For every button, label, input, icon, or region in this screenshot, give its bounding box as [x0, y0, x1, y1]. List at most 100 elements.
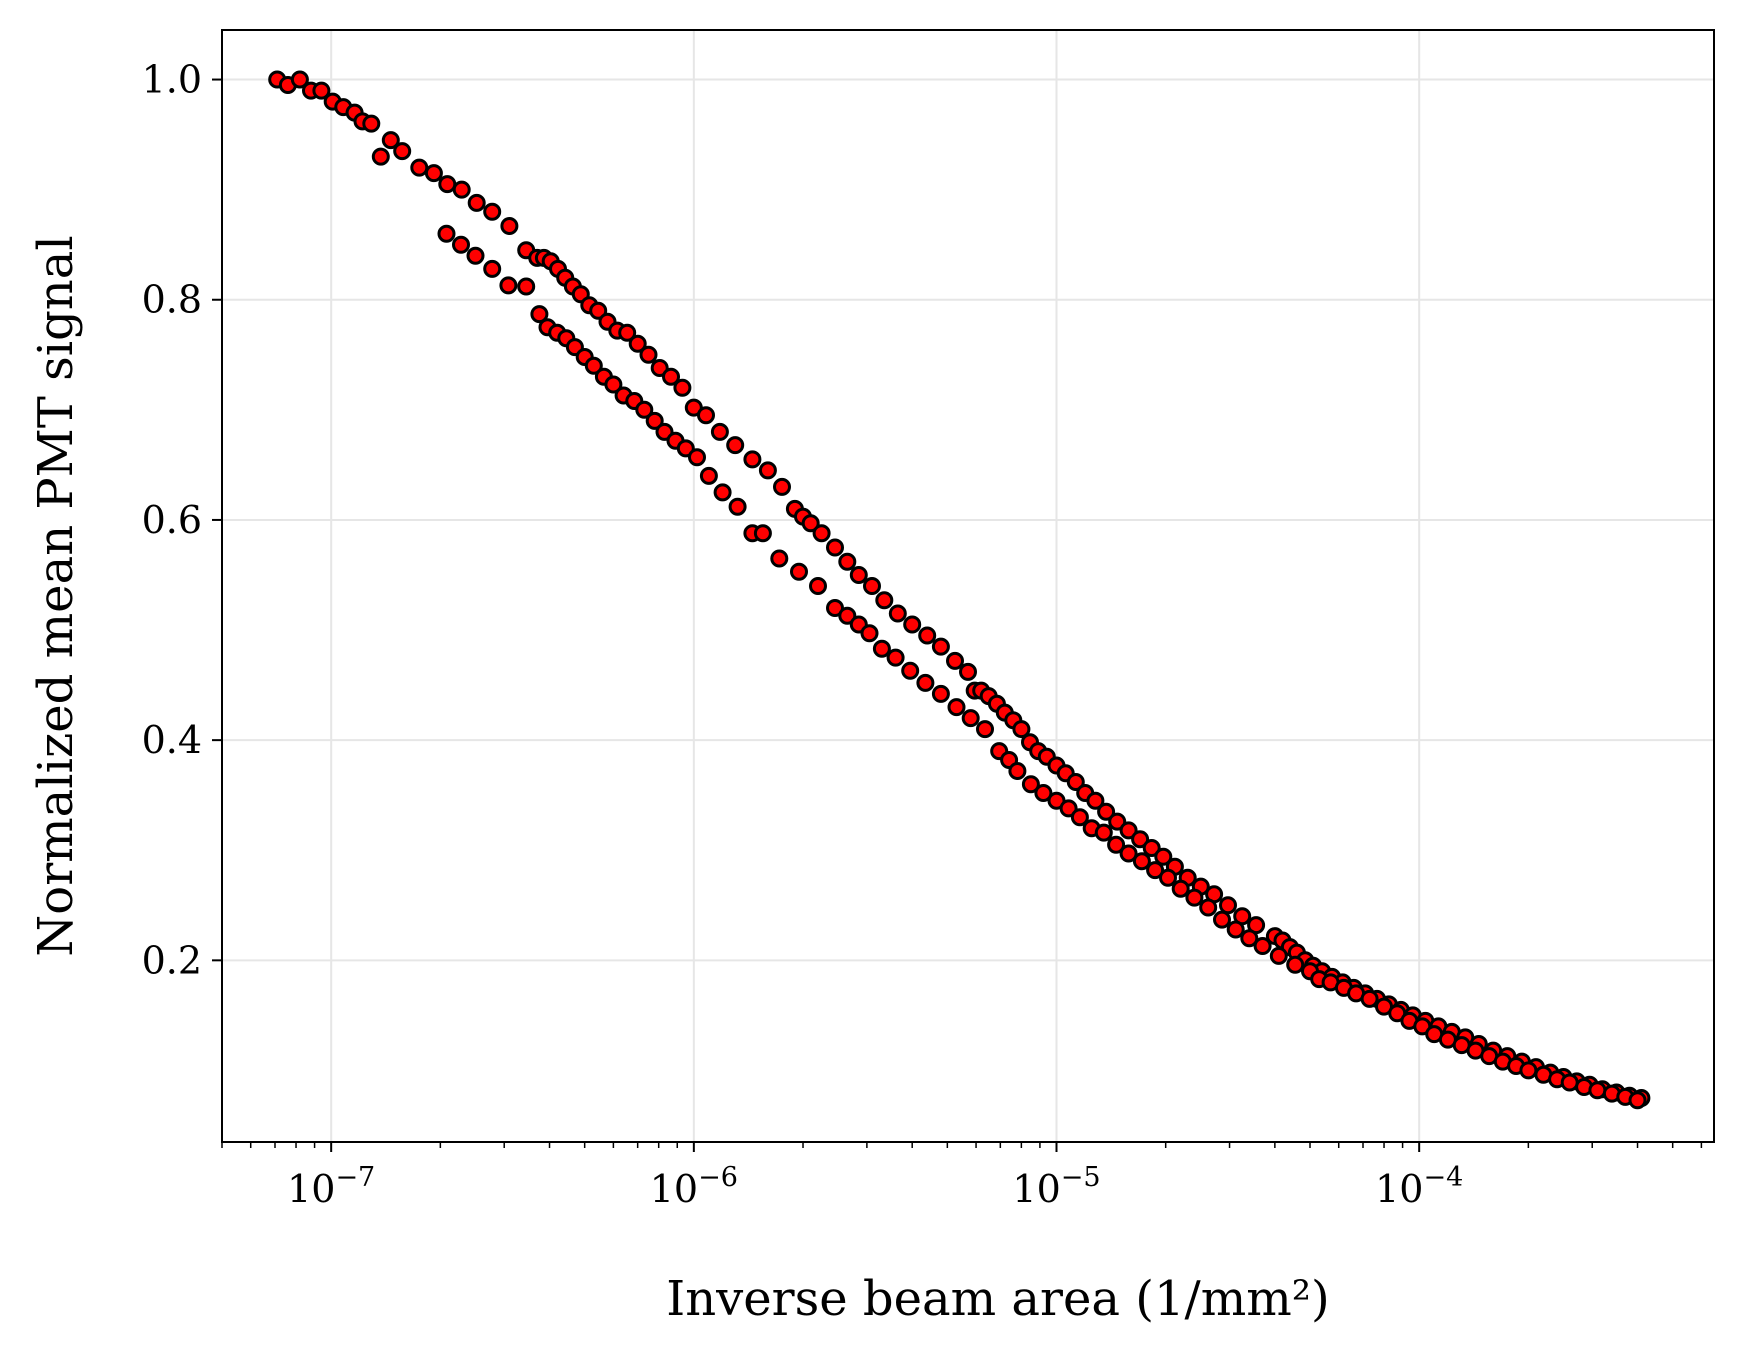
data-point: [849, 566, 868, 584]
data-point: [1388, 1004, 1407, 1023]
data-point: [628, 334, 647, 353]
data-point: [826, 538, 844, 557]
data-point: [812, 524, 831, 543]
data-point: [438, 175, 457, 194]
data-point: [684, 398, 703, 417]
data-point: [1560, 1073, 1579, 1092]
data-point: [1360, 989, 1379, 1008]
data-point: [1119, 844, 1138, 863]
data-point: [826, 599, 844, 617]
data-point: [1066, 773, 1085, 791]
data-point: [838, 552, 857, 571]
data-point: [362, 114, 381, 133]
data-point: [1240, 929, 1259, 948]
y-tick-label: 0.4: [142, 718, 202, 762]
x-tick-label-exponent: −7: [335, 1162, 375, 1193]
y-tick-label: 0.8: [142, 278, 202, 322]
x-axis-label: Inverse beam area (1/mm²): [666, 1271, 1329, 1327]
data-point: [743, 450, 762, 469]
data-point: [1107, 835, 1126, 854]
data-point: [530, 305, 549, 324]
data-point: [916, 673, 935, 692]
data-point: [483, 202, 502, 221]
data-point: [1219, 896, 1237, 915]
data-point: [886, 648, 905, 667]
y-tick-label: 0.6: [142, 498, 202, 542]
data-point: [931, 684, 950, 703]
data-points: [268, 70, 1651, 1110]
data-point: [1008, 762, 1027, 780]
data-point: [773, 477, 791, 496]
data-point: [1286, 955, 1305, 974]
data-point: [381, 131, 400, 150]
data-point: [673, 378, 692, 397]
data-point: [713, 483, 732, 502]
data-point: [699, 466, 718, 485]
data-point: [931, 637, 950, 656]
data-point: [875, 591, 894, 610]
data-point: [809, 577, 827, 595]
data-point: [1119, 821, 1138, 840]
data-point: [635, 400, 654, 419]
data-point: [1012, 720, 1031, 739]
data-point: [1269, 946, 1288, 965]
data-point: [697, 406, 715, 425]
x-tick-label: 10−6: [650, 1162, 738, 1211]
data-point: [901, 661, 920, 680]
y-axis-label: Normalized mean PMT signal: [28, 235, 84, 956]
x-tick-label: 10−7: [287, 1162, 375, 1211]
data-point: [1059, 799, 1078, 818]
data-point: [437, 224, 456, 243]
x-tick-label-exponent: −5: [1061, 1162, 1101, 1193]
data-point: [676, 439, 695, 458]
data-point: [1185, 888, 1204, 907]
data-point: [584, 356, 603, 375]
data-point: [1253, 937, 1272, 955]
x-tick-label-base: 10: [650, 1167, 698, 1211]
grid: [222, 30, 1714, 1142]
data-point: [710, 422, 729, 441]
data-point: [1171, 879, 1190, 898]
data-point: [728, 497, 747, 516]
data-point: [758, 461, 777, 480]
data-point: [1021, 775, 1040, 794]
data-point: [1070, 808, 1089, 827]
data-point: [517, 277, 536, 296]
data-point: [1154, 847, 1173, 866]
data-point: [499, 276, 518, 295]
data-point: [452, 235, 470, 254]
data-point: [662, 367, 680, 386]
data-point: [1213, 910, 1231, 929]
data-point: [1628, 1091, 1647, 1110]
data-point: [452, 180, 471, 199]
data-point: [1146, 861, 1165, 880]
data-point: [1519, 1061, 1538, 1080]
data-point: [872, 639, 891, 658]
data-point: [312, 81, 331, 100]
data-point: [918, 626, 937, 645]
data-point: [1142, 839, 1161, 857]
data-point: [604, 375, 623, 394]
data-point: [863, 577, 881, 595]
data-point: [770, 549, 789, 568]
data-point: [753, 524, 772, 543]
data-point: [1131, 830, 1150, 849]
data-point: [1199, 898, 1218, 917]
data-point: [393, 142, 412, 161]
data-point: [1086, 791, 1105, 810]
data-point: [639, 345, 658, 364]
axis-ticks: 0.20.40.60.81.010−7 10−6 10−5 10−4: [142, 58, 1703, 1211]
data-point: [424, 164, 443, 183]
data-point: [466, 246, 485, 265]
x-tick-label-base: 10: [1375, 1167, 1423, 1211]
data-point: [1588, 1081, 1607, 1100]
data-point: [483, 259, 502, 278]
data-point: [838, 606, 857, 625]
data-point: [1226, 920, 1245, 939]
data-point: [790, 562, 808, 581]
data-point: [959, 662, 977, 681]
data-point: [410, 158, 429, 177]
x-tick-label-exponent: −4: [1423, 1162, 1463, 1193]
